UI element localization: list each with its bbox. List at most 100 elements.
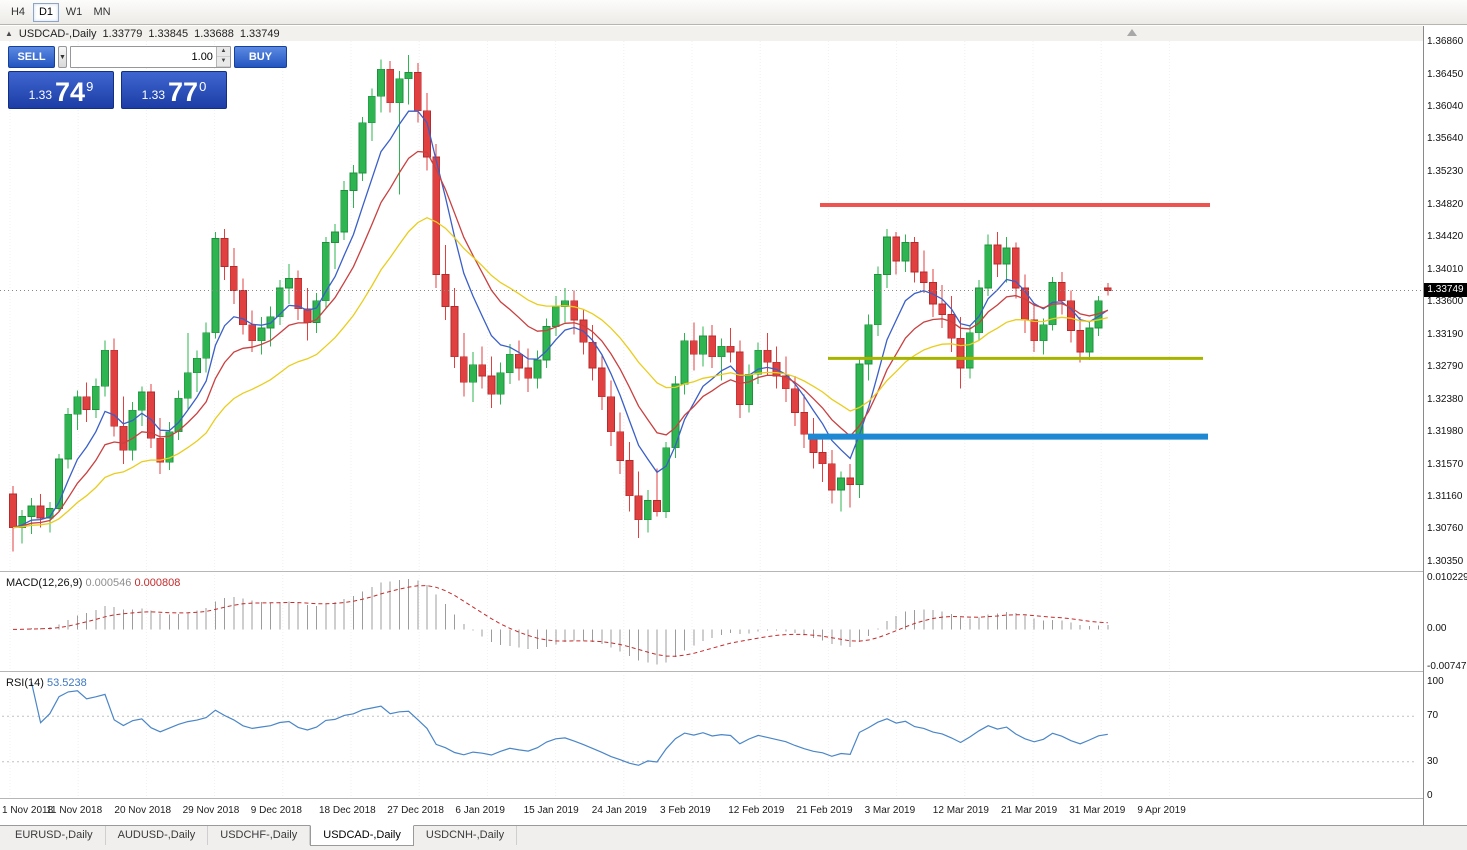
- buy-price-small: 1.33: [141, 88, 166, 102]
- volume-dropdown-button[interactable]: ▼: [58, 46, 67, 68]
- price-scale-label: 1.35230: [1427, 166, 1464, 178]
- price-scale-label: 1.34010: [1427, 263, 1464, 275]
- chevron-down-icon: ▼: [59, 53, 66, 61]
- date-label: 29 Nov 2018: [182, 805, 240, 816]
- macd-scale-label: 0.00: [1427, 623, 1447, 635]
- date-label: 20 Nov 2018: [114, 805, 172, 816]
- price-scale-border: [1423, 26, 1424, 825]
- price-chart[interactable]: [0, 41, 1423, 571]
- price-scale-label: 1.32380: [1427, 393, 1464, 405]
- date-label: 9 Dec 2018: [250, 805, 302, 816]
- symbol-tab-eurusd-daily[interactable]: EURUSD-,Daily: [3, 826, 106, 845]
- price-scale-label: 1.32790: [1427, 361, 1464, 373]
- macd-scale-label: 0.010229: [1427, 572, 1467, 583]
- price-scale-label: 1.33190: [1427, 329, 1464, 341]
- candles-group: [9, 54, 1112, 552]
- volume-input[interactable]: [70, 47, 216, 67]
- macd-chart[interactable]: [0, 575, 1423, 670]
- price-scale-label: 1.36040: [1427, 101, 1464, 113]
- timeframe-button-d1[interactable]: D1: [33, 2, 59, 22]
- chart-ohlc-header: ▲ USDCAD-,Daily 1.33779 1.33845 1.33688 …: [0, 26, 1424, 41]
- date-label: 21 Feb 2019: [796, 805, 853, 816]
- timeframe-button-w1[interactable]: W1: [61, 3, 87, 22]
- price-scale-label: 1.31160: [1427, 491, 1463, 503]
- rsi-scale-label: 100: [1427, 676, 1444, 687]
- date-label: 6 Jan 2019: [455, 805, 505, 816]
- slow-ma-line: [12, 216, 1108, 529]
- rsi-line: [30, 681, 1108, 766]
- macd-label: MACD(12,26,9) 0.000546 0.000808: [6, 577, 181, 589]
- fast-ma-line: [12, 110, 1109, 529]
- date-label: 9 Apr 2019: [1137, 805, 1186, 816]
- symbol-tab-usdcnh-daily[interactable]: USDCNH-,Daily: [414, 826, 518, 845]
- rsi-scale-label: 70: [1427, 710, 1439, 722]
- collapse-triangle-icon[interactable]: ▲: [5, 29, 13, 38]
- date-label: 24 Jan 2019: [591, 805, 647, 816]
- sell-price-display[interactable]: 1.33 74 9: [8, 71, 114, 109]
- date-label: 3 Mar 2019: [864, 805, 916, 816]
- rsi-chart[interactable]: [0, 675, 1423, 797]
- buy-price-big: 77: [168, 77, 199, 107]
- date-label: 18 Dec 2018: [319, 805, 376, 816]
- panel-separator[interactable]: [0, 798, 1467, 800]
- sell-price-big: 74: [55, 77, 86, 107]
- top-toolbar: H4 D1 W1 MN: [0, 0, 1467, 25]
- buy-button[interactable]: BUY: [233, 46, 287, 68]
- date-label: 3 Feb 2019: [660, 805, 711, 816]
- timeframe-button-h4[interactable]: H4: [5, 3, 31, 22]
- rsi-label: RSI(14) 53.5238: [6, 677, 87, 689]
- macd-scale-label: -0.007477: [1427, 661, 1467, 672]
- price-scale-label: 1.30760: [1427, 523, 1464, 535]
- price-scale-label: 1.31570: [1427, 458, 1464, 470]
- date-label: 15 Jan 2019: [523, 805, 579, 816]
- price-scale-label: 1.30350: [1427, 556, 1464, 567]
- timeframe-buttons: H4 D1 W1 MN: [5, 2, 115, 22]
- price-scale-label: 1.34820: [1427, 198, 1464, 210]
- panel-separator[interactable]: [0, 571, 1467, 573]
- macd-histogram: [21, 578, 1109, 665]
- timeframe-button-mn[interactable]: MN: [89, 3, 115, 22]
- price-scale-label: 1.36860: [1427, 36, 1464, 47]
- buy-price-display[interactable]: 1.33 77 0: [121, 71, 227, 109]
- sell-button[interactable]: SELL: [8, 46, 55, 68]
- date-label: 21 Mar 2019: [1001, 805, 1058, 816]
- panel-separator[interactable]: [0, 671, 1467, 673]
- chart-window: [0, 25, 1467, 826]
- date-label: 1 Nov 2018: [2, 805, 54, 816]
- ohlc-open: 1.33779: [102, 27, 143, 40]
- price-scale-label: 1.35640: [1427, 133, 1464, 145]
- macd-signal-line: [12, 585, 1108, 657]
- spin-down-icon[interactable]: ▼: [216, 57, 230, 67]
- ohlc-high: 1.33845: [148, 27, 189, 40]
- price-scale-label: 1.34420: [1427, 230, 1464, 242]
- volume-spinner[interactable]: ▲ ▼: [215, 47, 230, 67]
- date-label: 31 Mar 2019: [1069, 805, 1126, 816]
- macd-main-value: 0.000546: [85, 577, 132, 589]
- macd-signal-value: 0.000808: [134, 577, 181, 589]
- volume-field: ▲ ▼: [69, 46, 231, 68]
- price-scale[interactable]: 1.33749 1.36860 1.36450 1.36040 1.35640 1.35…: [1424, 26, 1467, 825]
- price-scale-label: 1.31980: [1427, 425, 1464, 437]
- chart-symbol-title: USDCAD-,Daily: [18, 27, 97, 40]
- chart-shift-marker-icon[interactable]: [1127, 29, 1137, 36]
- time-axis[interactable]: 1 Nov 2018 11 Nov 2018 20 Nov 2018 29 Nov 2…: [0, 801, 1423, 825]
- mid-ma-line: [12, 150, 1109, 529]
- rsi-scale-label: 0: [1427, 790, 1433, 801]
- date-label: 27 Dec 2018: [387, 805, 444, 816]
- ohlc-close: 1.33749: [239, 27, 280, 40]
- current-price-tag: 1.33749: [1424, 283, 1467, 298]
- symbol-tab-bar: EURUSD-,Daily AUDUSD-,Daily USDCHF-,Daily U…: [0, 825, 1467, 850]
- symbol-tab-usdchf-daily[interactable]: USDCHF-,Daily: [208, 826, 311, 845]
- spin-up-icon[interactable]: ▲: [216, 47, 230, 57]
- symbol-tab-audusd-daily[interactable]: AUDUSD-,Daily: [106, 826, 209, 845]
- symbol-tab-usdcad-daily[interactable]: USDCAD-,Daily: [310, 825, 414, 846]
- rsi-value: 53.5238: [46, 677, 87, 689]
- buy-price-sup: 0: [199, 79, 207, 94]
- rsi-scale-label: 30: [1427, 755, 1439, 767]
- price-scale-label: 1.36450: [1427, 68, 1464, 80]
- date-label: 11 Nov 2018: [46, 805, 103, 816]
- date-label: 12 Feb 2019: [728, 805, 785, 816]
- sell-price-sup: 9: [86, 79, 94, 94]
- sell-price-small: 1.33: [28, 88, 53, 102]
